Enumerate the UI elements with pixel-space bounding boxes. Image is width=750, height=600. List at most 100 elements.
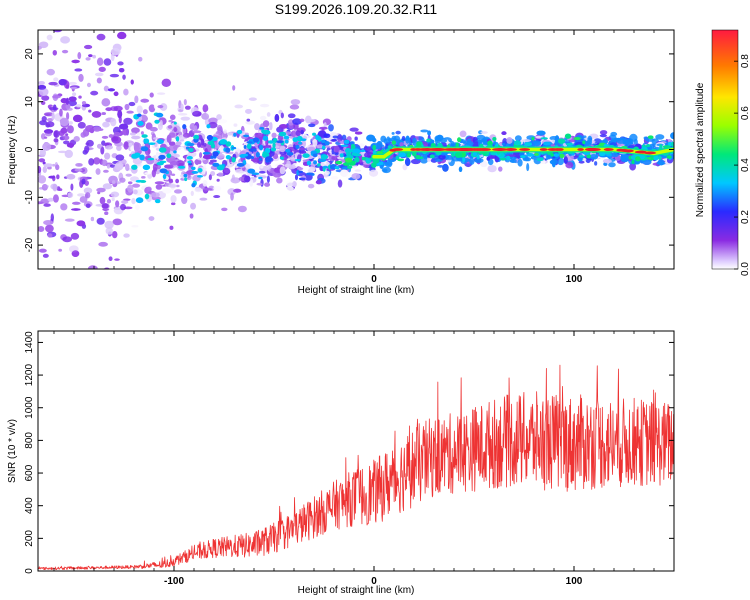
spectrogram-blob (251, 157, 261, 163)
spectrogram-blob (97, 143, 102, 149)
spectrogram-blob (38, 84, 47, 90)
spectrogram-blob (199, 197, 208, 201)
ridge-core (459, 148, 470, 151)
spectrogram-blob (387, 145, 392, 149)
spectrogram-blob (646, 157, 652, 160)
spectrogram-blob (581, 157, 587, 162)
spectrogram-blob (317, 136, 322, 142)
spectrogram-blob (121, 200, 129, 204)
spectrogram-blob (42, 253, 49, 258)
spectrogram-blob (543, 141, 551, 146)
spectrogram-blob (276, 140, 284, 144)
spectrogram-blob (233, 132, 237, 137)
spectrogram-blob (151, 169, 156, 178)
spectrogram-blob (313, 160, 317, 165)
spectrogram-blob (391, 131, 395, 135)
spectrogram-blob (115, 154, 125, 161)
spectrogram-blob (190, 190, 194, 196)
spectrogram-blob (139, 154, 145, 161)
spectrogram-blob (351, 173, 361, 180)
spectrogram-blob (111, 197, 115, 202)
spectrogram-blob (81, 103, 91, 108)
spectrogram-blob (50, 213, 54, 222)
spectrogram-blob (221, 207, 228, 212)
spectrogram-blob (42, 166, 48, 174)
ridge-core (480, 148, 492, 151)
spectrogram-blob (125, 173, 132, 177)
spectrogram-blob (46, 34, 53, 41)
spectrogram-blob (169, 114, 176, 121)
spectrogram-blob (173, 121, 177, 125)
spectrogram-blob (117, 31, 127, 40)
spectrogram-blob (56, 174, 60, 180)
spectrogram-blob (159, 168, 168, 174)
spectrogram-blob (337, 179, 343, 188)
spectrogram-blob (173, 189, 183, 194)
spectrogram-blob (66, 173, 76, 180)
spectrogram-blob (382, 168, 388, 173)
spectrogram-blob (104, 145, 113, 150)
spectrogram-blob (245, 108, 252, 114)
spectrogram-blob (48, 175, 56, 179)
spectrogram-blob (565, 143, 574, 146)
spectrogram-blob (57, 150, 67, 154)
spectrogram-blob (232, 85, 236, 91)
spectrogram-blob (294, 158, 301, 162)
spectrogram-blob (256, 182, 263, 186)
spectrogram-blob (161, 78, 172, 87)
spectrogram-blob (647, 135, 654, 140)
spectrogram-blob (169, 225, 174, 230)
spectrogram-blob (80, 132, 87, 138)
spectrogram-blob (41, 115, 47, 122)
spectrogram-blob (53, 130, 60, 138)
colorbar-tick-label: 0.0 (740, 262, 750, 276)
snr-ylabel: SNR (10 * v/v) (7, 419, 18, 483)
spectrogram-blob (321, 145, 326, 150)
spectrogram-blob (358, 154, 363, 163)
spectrogram-blob (610, 152, 619, 158)
spectrogram-blob (501, 142, 506, 146)
spectrogram-blob (642, 159, 652, 165)
spectrogram-blob (105, 107, 113, 112)
spectrogram-blob (602, 158, 612, 164)
ridge-core (428, 148, 440, 151)
spectrogram-blob (582, 140, 586, 145)
spectrogram-blob (73, 135, 80, 142)
spectrogram-blob (162, 188, 172, 194)
spectrogram-blob (239, 102, 247, 106)
spectrogram-blob (312, 138, 318, 147)
spectrogram-blob (230, 161, 238, 164)
spectrogram-blob (96, 187, 106, 193)
spectrogram-blob (173, 150, 177, 154)
spectrogram-blob (216, 178, 220, 182)
spectrogram-blob (324, 170, 330, 175)
spectrogram-blob (117, 110, 123, 119)
spectrogram-blob (492, 136, 497, 141)
spectrogram-blob (103, 169, 109, 173)
spectrogram-blob (201, 129, 211, 135)
spectrogram-blob (68, 96, 77, 102)
spectrogram-blob (42, 142, 52, 151)
ridge-core (623, 149, 631, 153)
spectrogram-blob (252, 137, 260, 143)
spectrogram-blob (426, 157, 431, 162)
spectrogram-blob (655, 134, 665, 140)
spectrogram-blob (148, 216, 155, 221)
spectrogram-blob (113, 131, 121, 137)
spectrogram-blob (72, 6, 77, 14)
spectrogram-blob (216, 114, 222, 121)
spectrogram-blob (194, 187, 203, 193)
spectrogram-blob (183, 173, 188, 178)
spectrogram-blob (65, 97, 69, 106)
spectrogram-blob (95, 168, 101, 175)
spectrogram-blob (487, 140, 493, 146)
spectrogram-blob (217, 119, 228, 124)
spectrogram-blob (532, 140, 542, 147)
spectrogram-blob (101, 159, 108, 167)
spectrogram-blob (85, 203, 91, 209)
spectrogram-blob (71, 208, 81, 211)
spectrogram-blob (300, 150, 307, 154)
spectrogram-blob (333, 145, 340, 153)
spectrogram-blob (480, 160, 488, 168)
spectrogram-blob (231, 146, 237, 150)
